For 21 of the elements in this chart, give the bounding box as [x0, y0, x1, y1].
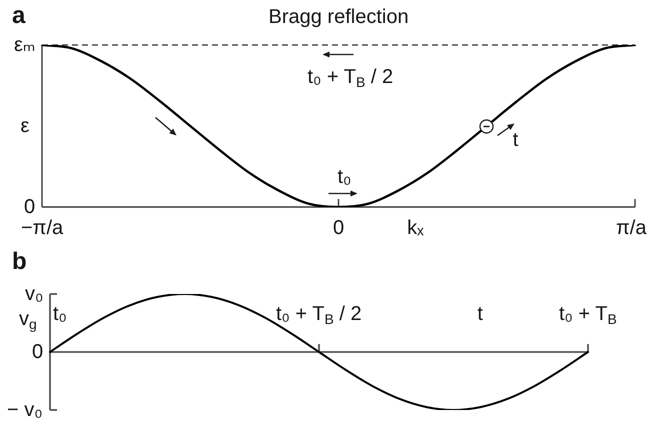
y-axis-title: v$_{g}$ [19, 308, 37, 332]
x-tick-label: π/a [616, 217, 646, 239]
text: 0 [32, 341, 44, 363]
x-axis-title: t [477, 303, 483, 325]
x-tick-label: t₀ + T$_{B}$ / 2 [276, 303, 362, 328]
x-tick-label: 0 [333, 217, 344, 239]
text: − v₀ [7, 399, 43, 421]
annotation: t₀ [338, 166, 352, 188]
text: v₀ [25, 283, 44, 305]
ref-line-label: Bragg reflection [268, 6, 409, 28]
chart-title: a [12, 2, 26, 29]
x-tick-label: t₀ [53, 303, 67, 325]
x-tick-label: −π/a [21, 217, 64, 239]
x-axis-title: kₓ [407, 217, 424, 239]
y-axis-title: ε [20, 115, 30, 137]
chart-title: b [12, 248, 27, 275]
x-tick-label: t₀ + T$_{B}$ [559, 303, 617, 328]
text: 0 [24, 196, 36, 218]
annotation: t₀ + T$_{B}$ / 2 [308, 66, 394, 90]
annotation: t [512, 129, 518, 151]
text: εₘ [14, 34, 36, 56]
